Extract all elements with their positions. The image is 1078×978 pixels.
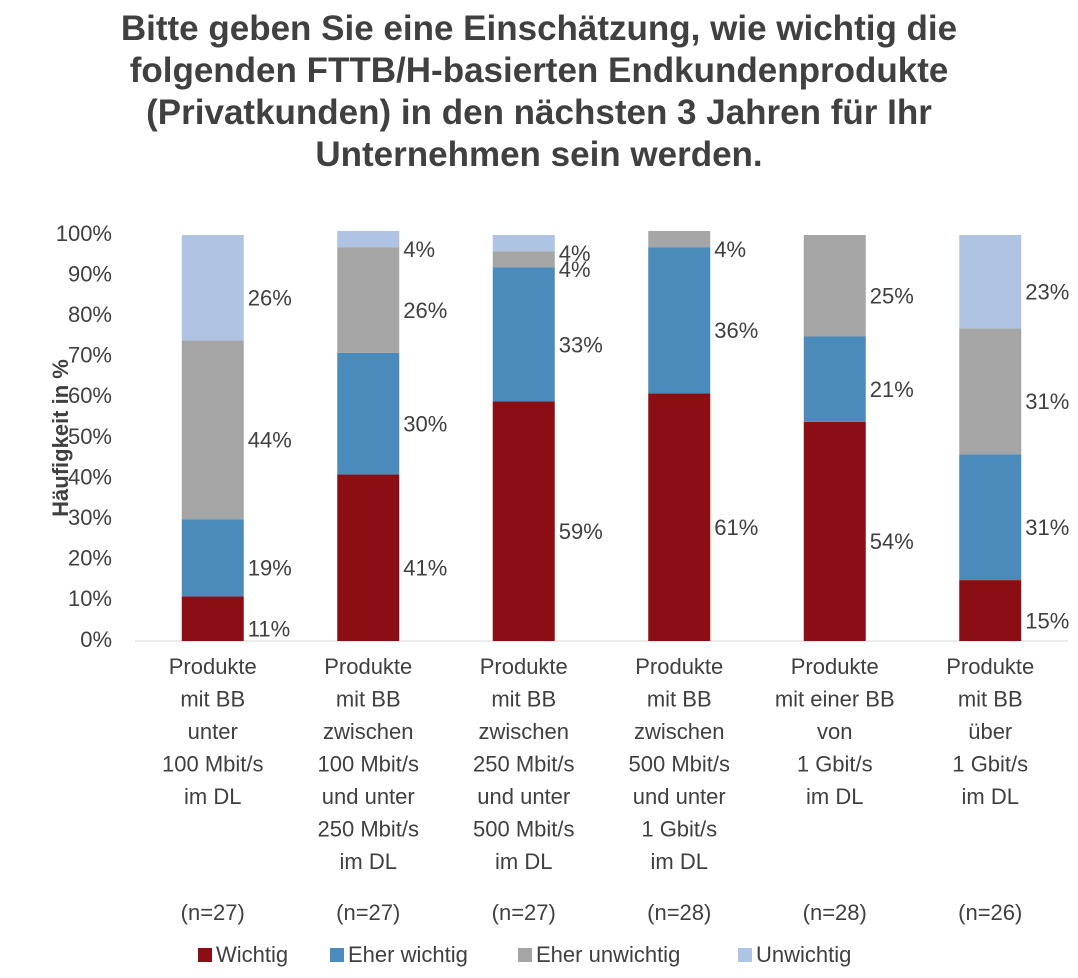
- bar-segment: [803, 336, 866, 422]
- data-label: 11%: [248, 616, 290, 641]
- data-label: 26%: [248, 286, 292, 311]
- data-label: 4%: [403, 237, 435, 262]
- data-label: 31%: [1025, 389, 1069, 414]
- y-tick-label: 90%: [68, 261, 112, 286]
- data-label: 15%: [1025, 608, 1069, 633]
- sample-size-label: (n=27): [181, 900, 245, 925]
- bar-segment: [648, 393, 711, 641]
- data-label: 59%: [559, 519, 603, 544]
- sample-size-label: (n=27): [336, 900, 400, 925]
- bar-segment: [959, 235, 1022, 329]
- y-tick-label: 0%: [80, 627, 112, 652]
- y-tick-label: 50%: [68, 424, 112, 449]
- bar-segment: [181, 519, 244, 597]
- data-label: 30%: [403, 411, 447, 436]
- legend-swatch: [738, 948, 752, 962]
- data-label: 36%: [714, 318, 758, 343]
- y-tick-label: 100%: [56, 221, 112, 246]
- legend-swatch: [330, 948, 344, 962]
- legend-swatch: [198, 948, 212, 962]
- bar-segment: [337, 247, 400, 353]
- data-label: 26%: [403, 298, 447, 323]
- legend-label: Eher wichtig: [348, 942, 468, 967]
- bar-segment: [803, 421, 866, 641]
- legend-label: Eher unwichtig: [536, 942, 680, 967]
- bar-segment: [959, 580, 1022, 641]
- sample-size-label: (n=26): [958, 900, 1022, 925]
- bar-segment: [959, 328, 1022, 455]
- sample-size-label: (n=28): [803, 900, 867, 925]
- x-tick-label: Produkte mit BB zwischen 500 Mbit/s und unte…: [629, 654, 731, 874]
- bar-segment: [337, 352, 400, 475]
- bar-segment: [803, 235, 866, 337]
- y-tick-label: 80%: [68, 302, 112, 327]
- bar-segment: [337, 474, 400, 641]
- data-label: 19%: [248, 556, 292, 581]
- bar-segment: [181, 596, 244, 641]
- y-tick-label: 70%: [68, 343, 112, 368]
- sample-size-label: (n=27): [492, 900, 556, 925]
- data-label: 41%: [403, 556, 447, 581]
- x-tick-label: Produkte mit BB zwischen 100 Mbit/s und unte…: [318, 654, 420, 874]
- x-tick-label: Produkte mit BB zwischen 250 Mbit/s und unte…: [473, 654, 575, 874]
- data-label: 54%: [870, 529, 914, 554]
- bar-segment: [648, 247, 711, 394]
- x-tick-label: Produkte mit BB unter 100 Mbit/s im DL: [162, 654, 264, 809]
- bar-segment: [492, 401, 555, 641]
- legend-label: Wichtig: [216, 942, 288, 967]
- data-label: 21%: [870, 377, 914, 402]
- x-tick-label: Produkte mit einer BB von 1 Gbit/s im DL: [775, 654, 895, 809]
- data-label: 4%: [714, 237, 746, 262]
- bar-segment: [959, 454, 1022, 581]
- sample-size-label: (n=28): [647, 900, 711, 925]
- bar-segment: [648, 230, 711, 248]
- bar-segment: [492, 235, 555, 252]
- bar-segment: [492, 267, 555, 402]
- data-label: 25%: [870, 284, 914, 309]
- legend-label: Unwichtig: [756, 942, 851, 967]
- data-label: 23%: [1025, 280, 1069, 305]
- x-tick-label: Produkte mit BB über 1 Gbit/s im DL: [946, 654, 1034, 809]
- data-label: 4%: [559, 241, 591, 266]
- data-label: 31%: [1025, 515, 1069, 540]
- bar-segment: [181, 340, 244, 520]
- legend-swatch: [518, 948, 532, 962]
- bar-segment: [492, 251, 555, 268]
- data-label: 33%: [559, 332, 603, 357]
- data-label: 44%: [248, 428, 292, 453]
- chart-title: Bitte geben Sie eine Einschätzung, wie w…: [120, 9, 958, 174]
- bar-segment: [181, 235, 244, 341]
- data-label: 61%: [714, 515, 758, 540]
- y-tick-label: 20%: [68, 546, 112, 571]
- bar-segment: [337, 230, 400, 248]
- y-axis-title: Häufigkeit in %: [48, 359, 73, 517]
- y-tick-label: 30%: [68, 505, 112, 530]
- y-tick-label: 10%: [68, 586, 112, 611]
- data-label: 4%: [559, 257, 591, 282]
- y-tick-label: 40%: [68, 464, 112, 489]
- y-tick-label: 60%: [68, 383, 112, 408]
